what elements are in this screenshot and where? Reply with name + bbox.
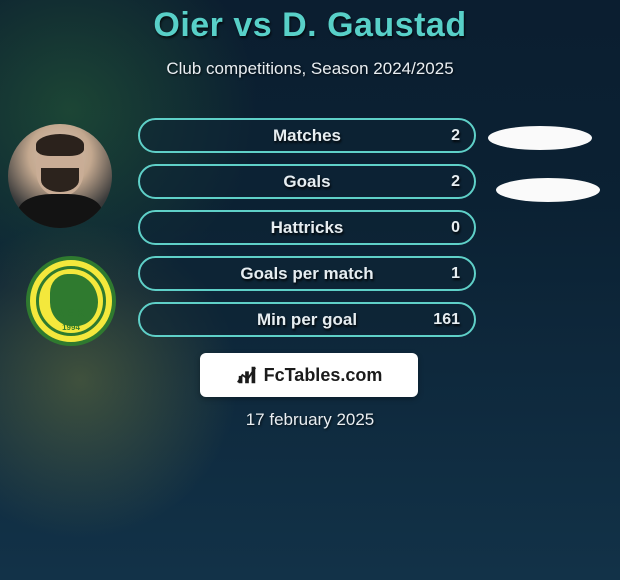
player1-club-badge: AEK 1994	[26, 256, 116, 346]
stat-row-hattricks: Hattricks 0	[138, 210, 476, 245]
stat-value: 1	[451, 265, 460, 283]
bar-chart-icon	[236, 364, 258, 386]
player2-blob-2	[496, 178, 600, 202]
date-text: 17 february 2025	[0, 410, 620, 430]
content-root: Oier vs D. Gaustad Club competitions, Se…	[0, 0, 620, 580]
stat-label: Min per goal	[257, 310, 357, 330]
stat-label: Goals per match	[240, 264, 373, 284]
fctables-logo-link[interactable]: FcTables.com	[200, 353, 418, 397]
stat-row-matches: Matches 2	[138, 118, 476, 153]
player2-blob-1	[488, 126, 592, 150]
player1-beard	[41, 168, 79, 192]
stat-value: 161	[433, 311, 460, 329]
stat-value: 2	[451, 173, 460, 191]
stat-value: 2	[451, 127, 460, 145]
player1-avatar	[8, 124, 112, 228]
stat-row-goals: Goals 2	[138, 164, 476, 199]
club-badge-code: AEK	[55, 306, 86, 320]
page-title: Oier vs D. Gaustad	[0, 6, 620, 45]
stat-label: Goals	[283, 172, 330, 192]
fctables-logo-text: FcTables.com	[264, 365, 383, 386]
stat-value: 0	[451, 219, 460, 237]
subtitle: Club competitions, Season 2024/2025	[0, 59, 620, 79]
club-badge-year: 1994	[62, 323, 80, 332]
stat-row-goals-per-match: Goals per match 1	[138, 256, 476, 291]
stat-row-min-per-goal: Min per goal 161	[138, 302, 476, 337]
stats-list: Matches 2 Goals 2 Hattricks 0 Goals per …	[138, 118, 476, 337]
stat-label: Matches	[273, 126, 341, 146]
stat-label: Hattricks	[271, 218, 344, 238]
player1-shirt	[18, 194, 102, 228]
